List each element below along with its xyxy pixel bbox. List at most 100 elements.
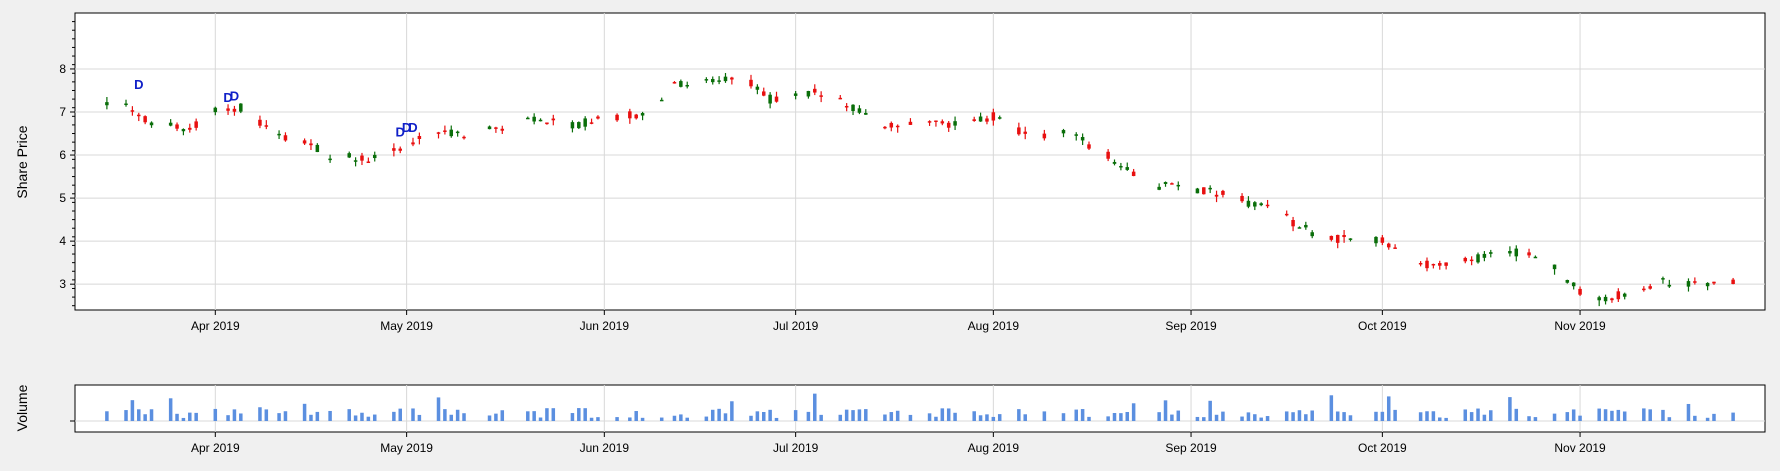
volume-bar (1310, 410, 1314, 421)
volume-bar (1444, 417, 1448, 421)
volume-bar (137, 409, 141, 421)
volume-bar (532, 411, 536, 421)
volume-bar (1246, 412, 1251, 421)
volume-bar (946, 408, 951, 421)
volume-bar (1610, 410, 1614, 421)
volume-bars (105, 393, 1735, 421)
volume-bar (551, 408, 556, 421)
volume-bar (577, 408, 581, 421)
volume-tick-label-x: Jul 2019 (773, 441, 819, 455)
candle-body (1061, 130, 1066, 134)
candle-body (1693, 281, 1697, 283)
volume-bar (978, 415, 983, 421)
volume-bar (1202, 417, 1206, 421)
candle-body (1482, 253, 1487, 258)
candle-body (1265, 204, 1270, 207)
candle-body (526, 117, 530, 120)
volume-bar (1552, 413, 1557, 421)
volume-bar (213, 408, 218, 421)
volume-bar (1533, 417, 1538, 421)
candle-body (1202, 187, 1206, 195)
candle-body (997, 117, 1002, 119)
volume-bar (1265, 416, 1270, 421)
volume-bar (1712, 413, 1716, 421)
candle-body (570, 122, 575, 129)
price-tick-label-x: Sep 2019 (1165, 319, 1217, 333)
volume-bar (1731, 412, 1735, 421)
volume-bar (130, 400, 135, 421)
volume-tick-label-x: Nov 2019 (1554, 441, 1606, 455)
candle-body (1565, 280, 1570, 283)
candle-body (1221, 190, 1225, 195)
candle-body (1125, 167, 1130, 170)
volume-bar (105, 411, 109, 421)
volume-bar (762, 412, 766, 421)
volume-bar (1425, 411, 1429, 421)
candle-body (883, 126, 887, 129)
candle-body (985, 118, 989, 122)
volume-bar (411, 408, 415, 421)
candle-body (360, 155, 364, 161)
volume-bar (168, 398, 173, 421)
candle-body (838, 97, 843, 100)
candlestick-series (105, 72, 1735, 307)
volume-bar (1661, 409, 1665, 421)
volume-bar (455, 409, 460, 421)
volume-bar (194, 412, 198, 421)
volume-bar (1431, 411, 1436, 421)
volume-bar (991, 416, 996, 421)
candle-body (857, 108, 862, 113)
volume-bar (1284, 411, 1289, 421)
price-tick-label: 8 (59, 62, 66, 76)
candle-body (1393, 247, 1397, 249)
volume-bar (181, 417, 186, 421)
volume-bar (1386, 396, 1391, 421)
candle-body (1176, 184, 1181, 187)
volume-bar (570, 413, 575, 421)
candle-body (1431, 263, 1436, 266)
volume-bar (685, 417, 689, 421)
volume-bar (679, 414, 683, 421)
volume-bar (143, 414, 147, 421)
volume-bar (997, 414, 1002, 421)
volume-bar (1463, 409, 1468, 421)
candle-body (1469, 259, 1474, 262)
volume-bar (1489, 410, 1493, 421)
volume-bar (1438, 417, 1442, 421)
candle-body (1489, 252, 1493, 254)
volume-bar (494, 413, 498, 421)
candle-body (309, 143, 313, 146)
candle-body (411, 142, 415, 145)
volume-bar (277, 413, 281, 421)
candle-body (851, 104, 855, 112)
volume-tick-label-x: Apr 2019 (191, 441, 240, 455)
volume-bar (774, 417, 779, 421)
candle-body (710, 78, 715, 83)
volume-bar (768, 409, 772, 421)
candle-body (353, 160, 358, 162)
candle-body (1119, 165, 1123, 168)
price-tick-label-x: Aug 2019 (968, 319, 1020, 333)
candle-body (1240, 195, 1244, 202)
candle-body (1087, 144, 1091, 149)
volume-bar (589, 417, 594, 421)
candle-body (685, 84, 689, 87)
candle-body (462, 136, 466, 139)
volume-bar (1023, 414, 1027, 421)
candle-body (1291, 219, 1295, 227)
volume-bar (1304, 414, 1308, 421)
candle-body (1380, 237, 1385, 243)
candle-body (1131, 171, 1136, 177)
volume-bar (934, 416, 938, 421)
candle-body (1731, 279, 1735, 285)
candle-body (1597, 297, 1601, 301)
volume-bar (353, 415, 358, 421)
candle-body (232, 108, 237, 112)
candle-body (1661, 278, 1665, 280)
volume-bar (1571, 409, 1576, 421)
candle-body (1310, 232, 1314, 237)
dividend-marker: D (223, 90, 232, 105)
volume-bar (449, 414, 454, 421)
candle-body (277, 133, 281, 136)
candle-body (1418, 262, 1423, 265)
